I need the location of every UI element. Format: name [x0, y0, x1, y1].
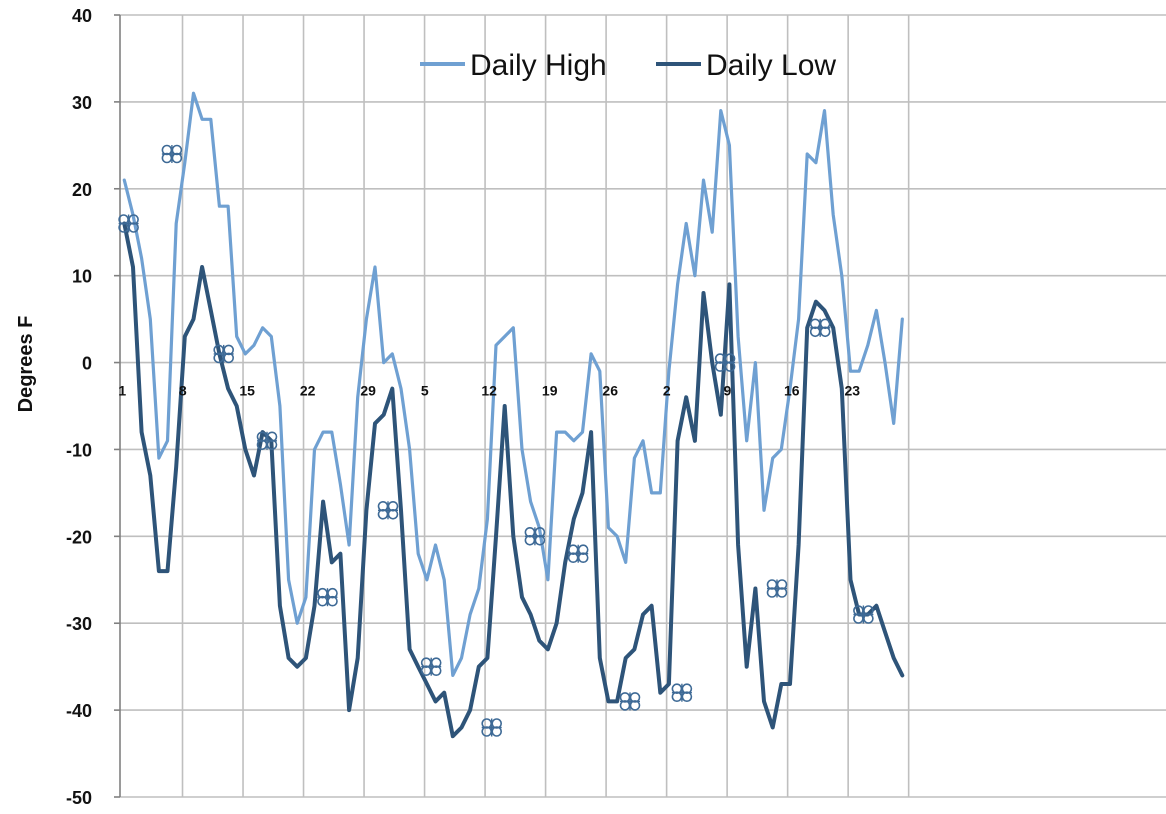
snow-marker — [524, 526, 546, 546]
snow-marker — [377, 500, 399, 520]
snow-marker — [481, 718, 503, 737]
snow-marker — [714, 353, 736, 372]
x-tick-label: 22 — [300, 383, 316, 399]
y-tick-label: -30 — [66, 614, 92, 634]
x-tick-labels: 1 8 15 22 29 5 12 19 26 2 9 16 23 — [118, 383, 860, 399]
y-tick-label: -50 — [66, 788, 92, 808]
y-tick-label: 40 — [72, 6, 92, 26]
y-tick-label: 10 — [72, 267, 92, 287]
y-tick-label: -20 — [66, 527, 92, 547]
axes — [114, 14, 121, 798]
series-lines — [122, 91, 905, 739]
x-tick-label: 2 — [663, 383, 671, 399]
x-tick-label: 8 — [179, 383, 187, 399]
legend-label-high: Daily High — [470, 49, 607, 82]
y-tick-label: 0 — [82, 354, 92, 374]
y-tick-label: 20 — [72, 180, 92, 200]
x-tick-label: 29 — [360, 383, 376, 399]
x-tick-label: 26 — [602, 383, 618, 399]
y-tick-labels: 40 30 20 10 0 -10 -20 -30 -40 -50 — [66, 6, 92, 808]
x-tick-label: 12 — [481, 383, 497, 399]
y-tick-label: 30 — [72, 93, 92, 113]
snow-marker — [161, 144, 183, 164]
snow-markers — [118, 144, 874, 737]
snow-marker — [766, 579, 788, 598]
snow-marker — [256, 431, 278, 451]
grid-lines — [120, 14, 1166, 798]
snow-marker — [809, 318, 831, 338]
series-line-daily-high — [122, 91, 904, 678]
snow-marker — [420, 657, 442, 677]
x-tick-label: 19 — [542, 383, 558, 399]
x-tick-label: 1 — [118, 383, 126, 399]
x-tick-label: 16 — [784, 383, 800, 399]
x-tick-label: 15 — [239, 383, 255, 399]
legend: Daily High Daily Low — [420, 49, 836, 82]
snow-marker — [567, 544, 589, 564]
snow-marker — [619, 692, 641, 711]
snow-marker — [213, 344, 234, 364]
x-tick-label: 9 — [723, 383, 731, 399]
y-axis-title: Degrees F — [15, 316, 37, 413]
y-tick-label: -40 — [66, 701, 92, 721]
y-tick-label: -10 — [66, 440, 92, 460]
x-tick-label: 23 — [844, 383, 860, 399]
snow-marker — [317, 587, 338, 607]
x-tick-label: 5 — [421, 383, 429, 399]
legend-label-low: Daily Low — [706, 49, 836, 82]
snow-marker — [853, 605, 874, 624]
snow-marker — [671, 683, 693, 703]
series-line-daily-low — [122, 221, 905, 739]
snow-marker — [118, 214, 139, 233]
